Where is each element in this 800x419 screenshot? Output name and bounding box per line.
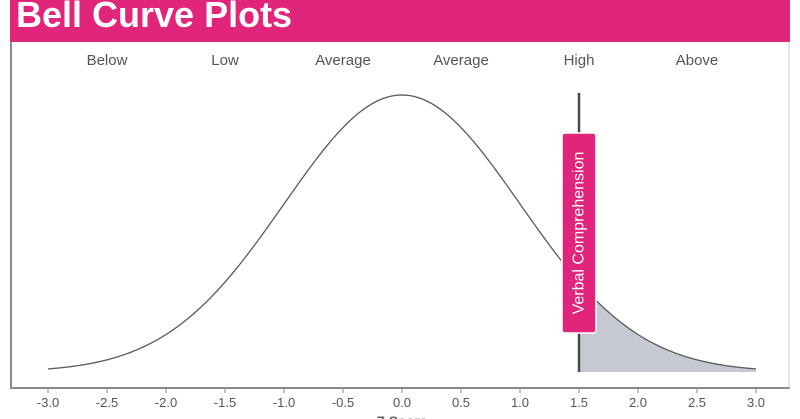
- x-tick-label: -3.0: [37, 395, 59, 410]
- band-label: Above: [676, 52, 719, 69]
- x-tick-label: 0.5: [452, 395, 470, 410]
- band-label: Average: [433, 52, 489, 69]
- x-tick-label: -1.5: [214, 395, 236, 410]
- title-bar: Bell Curve Plots: [10, 0, 790, 42]
- x-tick-label: 2.5: [688, 395, 706, 410]
- x-tick-label: -2.0: [155, 395, 177, 410]
- band-label: Below: [87, 52, 128, 69]
- axes: [10, 42, 790, 389]
- marker-label: Verbal Comprehension: [571, 152, 588, 315]
- x-tick-label: -1.0: [273, 395, 295, 410]
- x-axis-title: Z Score: [376, 413, 428, 419]
- x-axis-ticks: -3.0 -2.5 -2.0 -1.5 -1.0 -0.5 0.0 0.5 1.0 1.5 2.0 2…: [37, 388, 765, 419]
- band-label: Average: [315, 52, 371, 69]
- page-title: Bell Curve Plots: [16, 0, 293, 35]
- x-tick-label: -0.5: [332, 395, 354, 410]
- band-labels: Below Low Average Average High Above: [87, 52, 719, 69]
- bell-curve-line: [47, 94, 757, 370]
- x-tick-label: 1.0: [511, 395, 529, 410]
- shaded-tail-area: [579, 282, 756, 372]
- x-tick-label: 3.0: [747, 395, 765, 410]
- plot-area: [47, 94, 757, 372]
- band-label: Low: [211, 52, 239, 69]
- x-tick-label: 1.5: [570, 395, 588, 410]
- band-label: High: [564, 52, 595, 69]
- x-tick-label: 0.0: [393, 395, 411, 410]
- x-tick-label: -2.5: [96, 395, 118, 410]
- marker: Verbal Comprehension: [561, 93, 597, 372]
- marker-label-box: [561, 132, 597, 334]
- x-tick-label: 2.0: [629, 395, 647, 410]
